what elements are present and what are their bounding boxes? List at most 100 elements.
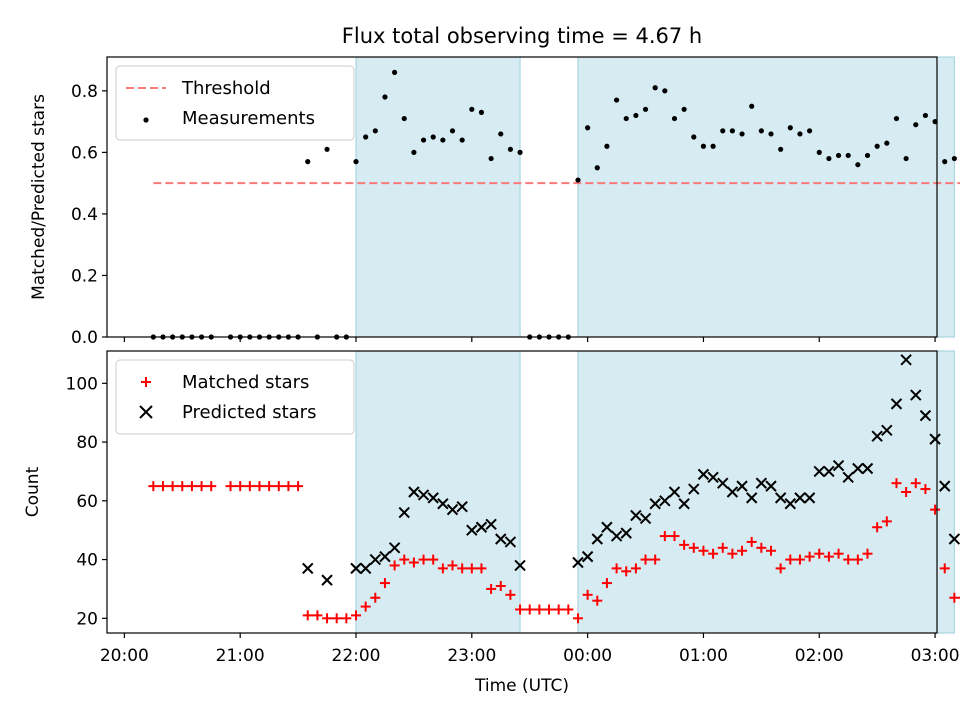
axes-frame <box>106 56 938 338</box>
predicted-stars-point <box>842 471 854 484</box>
predicted-stars-point <box>495 533 507 545</box>
matched-stars-point <box>679 539 690 550</box>
x-b <box>784 498 797 510</box>
x-b <box>649 498 661 510</box>
legend-box <box>115 359 355 435</box>
predicted-stars-point <box>910 389 922 401</box>
measurement-point <box>324 146 330 152</box>
matched-stars-point <box>814 548 825 559</box>
predicted-stars-point <box>823 465 835 478</box>
measurement-point <box>749 103 755 109</box>
x-b <box>514 559 526 572</box>
matched-stars-point <box>476 563 487 574</box>
matched-stars-point <box>206 481 217 492</box>
legend-label: Predicted stars <box>182 402 316 423</box>
matched-stars-point <box>534 604 545 615</box>
matched-stars-point <box>302 610 313 621</box>
predicted-stars-point <box>890 398 903 410</box>
predicted-stars-point <box>572 556 584 569</box>
matched-stars-point <box>582 589 593 600</box>
matched-stars-point <box>910 478 921 489</box>
matched-stars-point <box>167 481 178 492</box>
x-b <box>939 480 951 492</box>
x-b <box>350 562 362 575</box>
legend-label: Threshold <box>181 78 271 99</box>
legend-predicted-swatch <box>139 405 153 419</box>
observing-window-1 <box>355 350 521 634</box>
predicted-stars-point <box>919 409 932 422</box>
matched-stars-point <box>804 551 815 562</box>
x-b <box>852 462 864 475</box>
matched-stars-point <box>891 478 902 489</box>
x-axis-label: Time (UTC) <box>474 676 569 696</box>
observing-window-2 <box>577 56 955 338</box>
predicted-stars-point <box>456 500 468 513</box>
predicted-stars-point <box>321 574 333 586</box>
measurement-point <box>720 128 726 134</box>
matched-stars-point <box>630 563 641 574</box>
matched-stars-point <box>901 487 912 497</box>
measurement-point <box>382 94 388 100</box>
y-tick-label: 100 <box>66 374 98 394</box>
x-b <box>379 550 391 563</box>
matched-stars-point <box>254 481 265 492</box>
x-b <box>697 468 710 481</box>
bottom-panel-counts: 20 40 60 80 100 20:00 21:00 22:00 23:00 00:00 01:0… <box>23 350 960 696</box>
matched-stars-point <box>717 542 728 553</box>
matched-stars-point <box>669 531 680 542</box>
x-b <box>408 486 420 498</box>
matched-stars-point <box>148 481 159 492</box>
measurement-point <box>305 159 311 165</box>
legend: Threshold Measurements <box>115 65 355 141</box>
predicted-stars-point <box>736 480 748 492</box>
x-b <box>803 492 816 504</box>
matched-stars-point <box>186 481 197 492</box>
matched-stars-point <box>225 481 236 492</box>
x-b <box>717 477 729 489</box>
predicted-stars-point <box>601 521 613 533</box>
matched-stars-point <box>775 563 786 574</box>
x-b <box>755 477 768 489</box>
y-tick-label: 0.8 <box>71 82 98 102</box>
predicted-stars-point <box>398 506 410 519</box>
legend: Matched stars Predicted stars <box>115 359 355 435</box>
x-b <box>495 533 507 545</box>
y-axis-label: Count <box>23 466 43 517</box>
matched-stars-point <box>408 557 419 568</box>
matched-stars-point <box>341 613 352 624</box>
x-b <box>823 465 835 478</box>
measurement-point <box>903 155 909 162</box>
y-tick-label: 80 <box>76 433 98 453</box>
predicted-stars-point <box>466 524 478 536</box>
matched-stars-point <box>563 604 574 615</box>
matched-stars-point <box>293 481 304 492</box>
predicted-stars-point <box>302 562 314 575</box>
x-b <box>388 542 401 554</box>
predicted-stars-point <box>620 527 632 539</box>
y-tick-label: 60 <box>76 492 98 512</box>
measurement-point <box>498 131 504 137</box>
x-b <box>707 471 719 484</box>
predicted-stars-point <box>581 550 594 563</box>
measurement-point <box>835 152 842 159</box>
matched-stars-point <box>283 481 294 492</box>
matched-stars-point <box>650 554 661 565</box>
x-b <box>427 492 439 504</box>
predicted-stars-point <box>900 354 912 366</box>
matched-stars-point <box>688 542 699 553</box>
predicted-stars-point <box>697 468 710 481</box>
x-b <box>302 562 314 575</box>
matched-stars-point <box>823 551 834 562</box>
predicted-stars-point <box>688 483 700 495</box>
predicted-stars-point <box>755 477 768 489</box>
x-tick-label: 22:00 <box>332 646 381 666</box>
x-b <box>890 398 903 410</box>
measurement-point <box>787 125 793 131</box>
measurement-point <box>700 143 707 149</box>
predicted-stars-point <box>668 486 681 498</box>
matched-stars-point <box>196 481 207 492</box>
matched-stars-point <box>505 589 516 600</box>
measurement-point <box>353 159 359 165</box>
measurement-point <box>613 97 620 103</box>
matched-stars-point <box>659 531 670 542</box>
